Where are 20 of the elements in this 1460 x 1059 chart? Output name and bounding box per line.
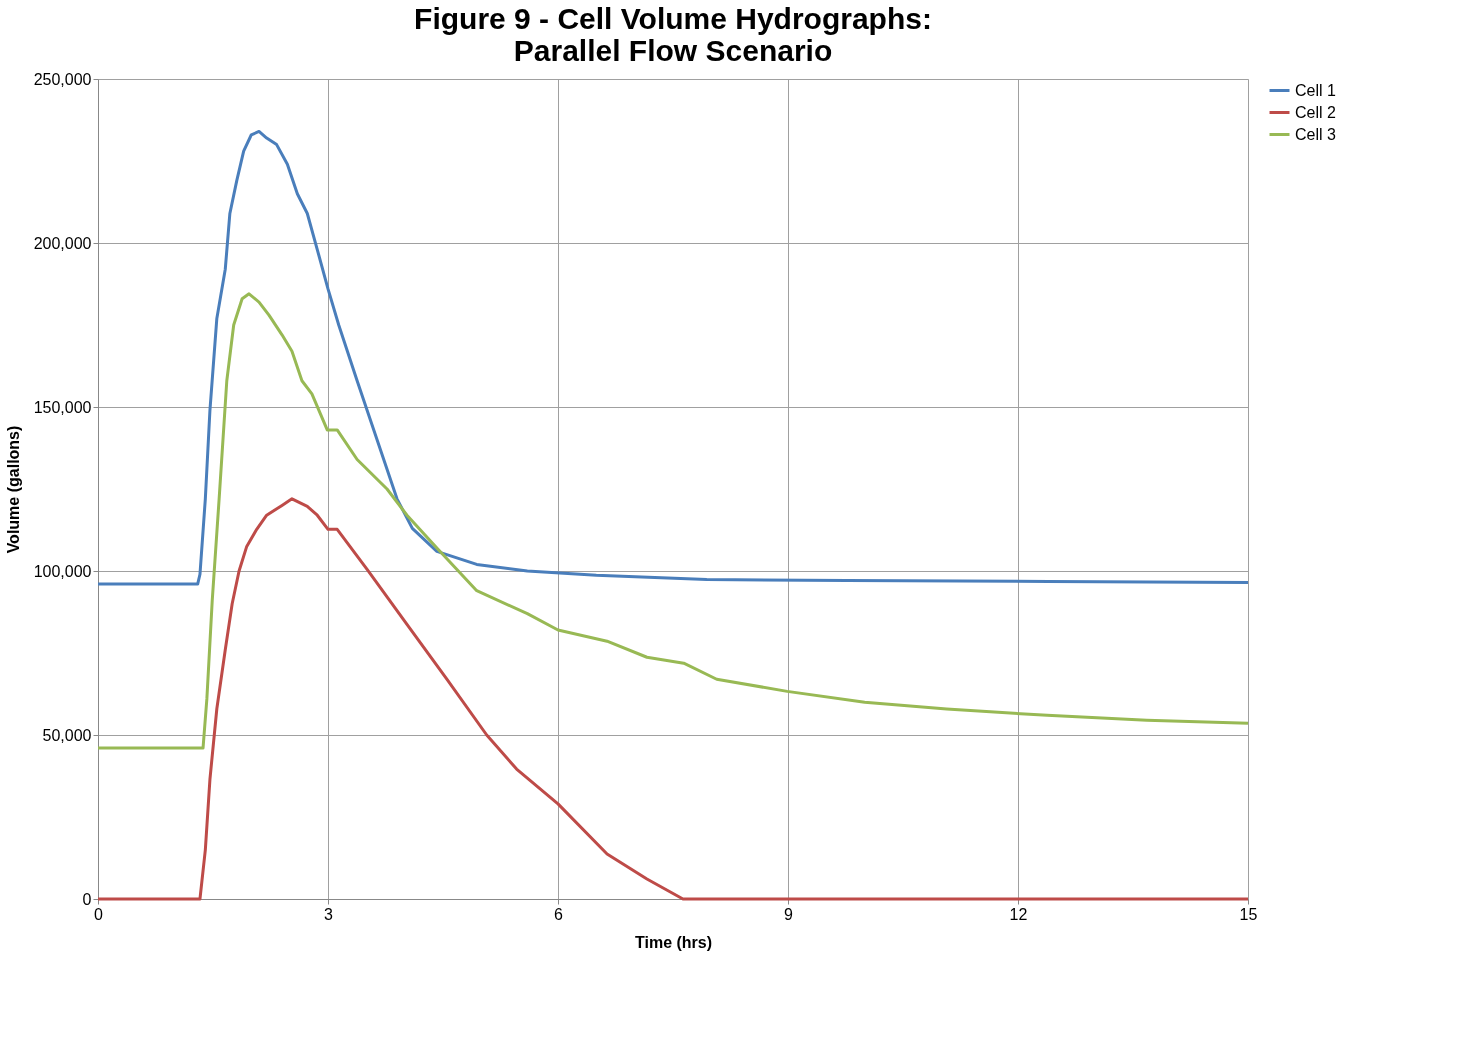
x-tick-label: 6 — [554, 905, 564, 923]
x-tick-label: 0 — [94, 905, 104, 923]
x-tick-label: 3 — [324, 905, 334, 923]
x-axis-title: Time (hrs) — [634, 933, 713, 951]
y-axis-title: Volume (gallons) — [4, 425, 22, 554]
line-series — [96, 129, 1250, 586]
y-tick-label: 100,000 — [33, 562, 92, 580]
legend-label: Cell 3 — [1295, 125, 1337, 143]
legend-label: Cell 2 — [1295, 103, 1337, 121]
y-tick-label: 200,000 — [33, 234, 92, 252]
x-tick-label: 15 — [1239, 905, 1258, 923]
chart-title: Figure 9 - Cell Volume Hydrographs: Parallel Flow Scenario — [414, 2, 932, 67]
x-tick-label: 12 — [1009, 905, 1028, 923]
legend-label: Cell 1 — [1295, 81, 1337, 99]
y-tick-label: 150,000 — [33, 398, 92, 416]
y-tick-label: 250,000 — [33, 70, 92, 88]
line-series — [96, 292, 1250, 750]
y-tick-label: 50,000 — [42, 726, 92, 744]
y-tick-label: 0 — [82, 890, 92, 908]
x-tick-label: 9 — [784, 905, 794, 923]
